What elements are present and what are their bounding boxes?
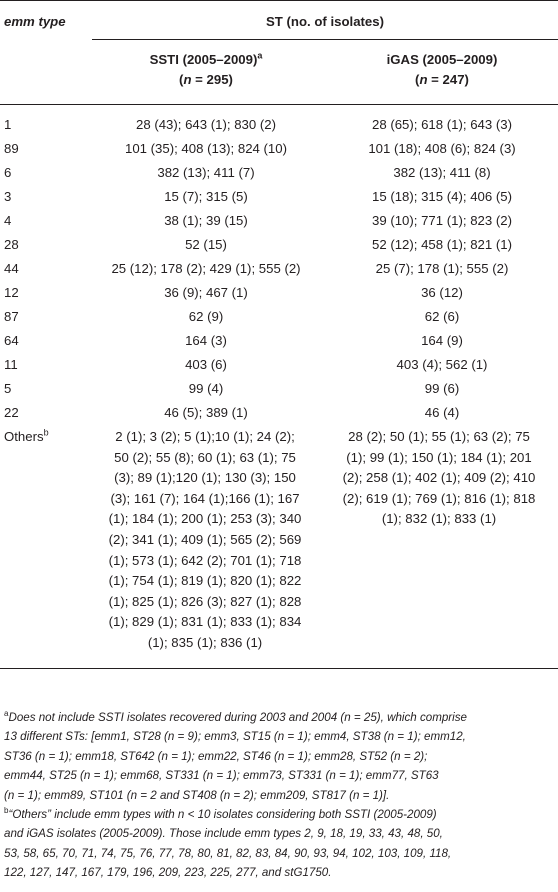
emm-type-header: emm type [4, 14, 66, 29]
ssti-cell: 28 (43); 643 (1); 830 (2) [135, 117, 276, 132]
footnote-b-line: and iGAS isolates (2005-2009). Those inc… [4, 827, 443, 841]
ssti-cell: 101 (35); 408 (13); 824 (10) [124, 141, 287, 156]
igas-cell: 382 (13); 411 (8) [393, 165, 491, 180]
igas-header: iGAS (2005–2009) [386, 52, 498, 67]
footnote-b-line: 122, 127, 147, 167, 179, 196, 209, 223, … [4, 866, 332, 880]
igas-cell: 36 (12) [421, 285, 463, 300]
footnote-a-line: emm44, ST25 (n = 1); emm68, ST331 (n = 1… [4, 769, 439, 783]
emm-cell: 64 [4, 333, 19, 348]
header-rule [0, 104, 558, 105]
others-ssti-line: (1); 754 (1); 819 (1); 820 (1); 822 [108, 573, 302, 589]
igas-cell: 403 (4); 562 (1) [396, 357, 488, 372]
ssti-cell: 403 (6) [185, 357, 227, 372]
ssti-cell: 62 (9) [188, 309, 224, 324]
emm-cell: 4 [4, 213, 12, 228]
footnote-a-line: 13 different STs: [emm1, ST28 (n = 9); e… [4, 730, 466, 744]
ssti-cell: 382 (13); 411 (7) [157, 165, 255, 180]
others-label: Othersb [4, 427, 49, 447]
footnote-b-text: “Others” include emm types with n < 10 i… [8, 808, 437, 821]
others-ssti-line: (1); 573 (1); 642 (2); 701 (1); 718 [108, 552, 302, 568]
igas-cell: 25 (7); 178 (1); 555 (2) [375, 261, 509, 276]
others-label-text: Others [4, 429, 44, 444]
emm-cell: 89 [4, 141, 19, 156]
st-group-header: ST (no. of isolates) [266, 14, 384, 29]
others-ssti-line: (3); 89 (1);120 (1); 130 (3); 150 [114, 470, 296, 486]
others-ssti-line: (2); 341 (1); 409 (1); 565 (2); 569 [108, 532, 302, 547]
igas-count-value: = 247) [427, 72, 469, 87]
igas-cell: 52 (12); 458 (1); 821 (1) [371, 237, 512, 252]
igas-cell: 62 (6) [424, 309, 460, 324]
ssti-cell: 46 (5); 389 (1) [164, 405, 248, 420]
ssti-cell: 164 (3) [185, 333, 227, 348]
igas-header-count: (n = 247) [330, 70, 554, 90]
emm-cell: 44 [4, 261, 19, 276]
ssti-header-footnote-mark: a [257, 50, 263, 61]
igas-cell: 39 (10); 771 (1); 823 (2) [371, 213, 512, 228]
others-ssti-line: 50 (2); 55 (8); 60 (1); 63 (1); 75 [114, 449, 296, 465]
paren-open: ( [415, 72, 420, 87]
footnote-a-mark: a [4, 709, 9, 719]
n-symbol: n [183, 72, 192, 87]
others-ssti-line: (1); 835 (1); 836 (1) [147, 635, 263, 650]
n-symbol: n [419, 72, 428, 87]
others-ssti-line: (1); 829 (1); 831 (1); 833 (1); 834 [108, 614, 302, 630]
igas-cell: 164 (9) [421, 333, 463, 348]
ssti-cell: 99 (4) [188, 381, 224, 396]
footnote-a-line: (n = 1); emm89, ST101 (n = 2 and ST408 (… [4, 788, 390, 802]
emm-cell: 11 [4, 357, 18, 372]
footnote-a-text: Does not include SSTI isolates recovered… [8, 711, 467, 724]
ssti-header-title: SSTI (2005–2009) [149, 52, 258, 67]
ssti-count-value: = 295) [191, 72, 233, 87]
igas-cell: 101 (18); 408 (6); 824 (3) [368, 141, 516, 156]
others-ssti-line: (1); 825 (1); 826 (3); 827 (1); 828 [108, 593, 302, 609]
emm-cell: 6 [4, 165, 12, 180]
top-rule [0, 0, 558, 1]
ssti-cell: 25 (12); 178 (2); 429 (1); 555 (2) [111, 261, 301, 276]
others-igas-line: 28 (2); 50 (1); 55 (1); 63 (2); 75 [348, 429, 530, 444]
emm-cell: 3 [4, 189, 12, 204]
ssti-header: SSTI (2005–2009)a [96, 50, 316, 70]
footnote-b-mark: b [4, 806, 9, 816]
igas-cell: 28 (65); 618 (1); 643 (3) [371, 117, 512, 132]
footnote-a-line: aDoes not include SSTI isolates recovere… [4, 708, 556, 727]
others-ssti-line: (3); 161 (7); 164 (1);166 (1); 167 [110, 490, 300, 506]
emm-cell: 28 [4, 237, 19, 252]
paren-open: ( [179, 72, 184, 87]
igas-cell: 46 (4) [424, 405, 460, 420]
others-igas-line: (1); 832 (1); 833 (1) [381, 511, 497, 527]
others-footnote-mark: b [43, 427, 49, 438]
ssti-cell: 38 (1); 39 (15) [164, 213, 248, 228]
igas-cell: 99 (6) [424, 381, 460, 396]
bottom-rule [0, 668, 558, 669]
igas-cell: 15 (18); 315 (4); 406 (5) [371, 189, 512, 204]
ssti-cell: 15 (7); 315 (5) [164, 189, 248, 204]
emm-cell: 22 [4, 405, 19, 420]
group-underline [92, 39, 558, 40]
others-igas-line: (2); 258 (1); 402 (1); 409 (2); 410 [342, 470, 536, 486]
emm-cell: 87 [4, 309, 19, 324]
others-igas-line: (2); 619 (1); 769 (1); 816 (1); 818 [342, 490, 536, 506]
others-igas-line: (1); 99 (1); 150 (1); 184 (1); 201 [346, 449, 532, 465]
others-ssti-line: 2 (1); 3 (2); 5 (1);10 (1); 24 (2); [115, 429, 295, 444]
footnote-a-line: ST36 (n = 1); emm18, ST642 (n = 1); emm2… [4, 749, 428, 763]
ssti-header-count: (n = 295) [96, 70, 316, 90]
ssti-cell: 36 (9); 467 (1) [164, 285, 248, 300]
footnote-b-line: b“Others” include emm types with n < 10 … [4, 805, 556, 824]
emm-cell: 1 [4, 117, 12, 132]
footnote-b-line: 53, 58, 65, 70, 71, 74, 75, 76, 77, 78, … [4, 846, 452, 860]
emm-cell: 12 [4, 285, 19, 300]
others-ssti-line: (1); 184 (1); 200 (1); 253 (3); 340 [108, 511, 302, 527]
ssti-cell: 52 (15) [185, 237, 227, 252]
emm-cell: 5 [4, 381, 12, 396]
